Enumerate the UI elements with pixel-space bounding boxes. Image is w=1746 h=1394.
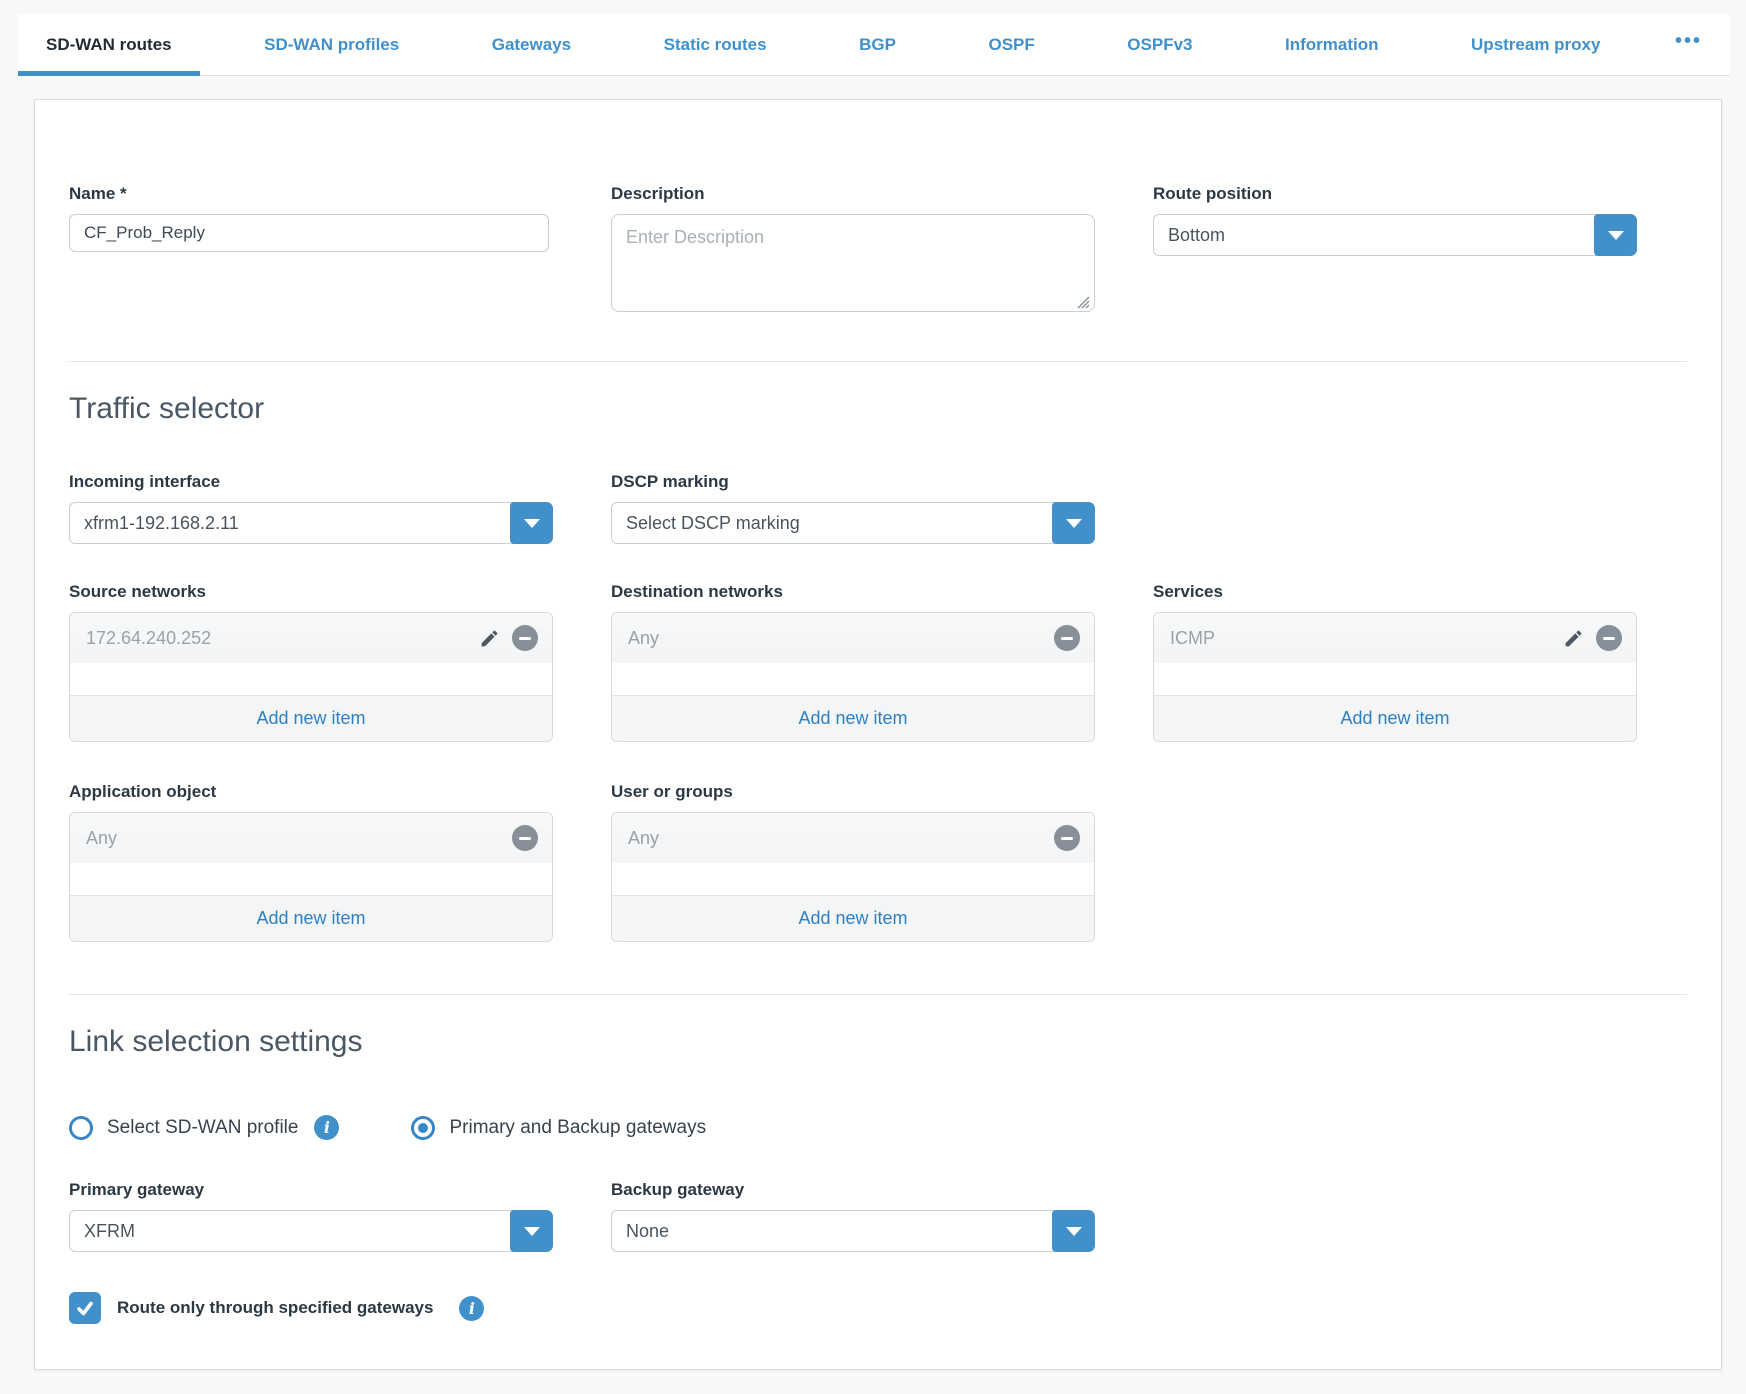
add-new-item-button[interactable]: Add new item	[1154, 695, 1636, 741]
radio-label: Primary and Backup gateways	[449, 1116, 707, 1138]
listbox-empty-area	[612, 863, 1094, 895]
description-label: Description	[611, 184, 705, 203]
list-item-text: Any	[628, 627, 660, 648]
tab-sd-wan-profiles[interactable]: SD-WAN profiles	[264, 34, 400, 54]
list-item-text: ICMP	[1170, 627, 1215, 648]
tab-ospf[interactable]: OSPF	[988, 34, 1035, 54]
traffic-selector-heading: Traffic selector	[69, 392, 265, 425]
add-new-item-button[interactable]: Add new item	[70, 695, 552, 741]
more-tabs-icon[interactable]: •••	[1674, 30, 1702, 52]
incoming-interface-select[interactable]: xfrm1-192.168.2.11	[69, 502, 553, 544]
section-divider	[69, 361, 1687, 362]
list-item: Any	[612, 613, 1094, 663]
radio-label: Select SD-WAN profile	[107, 1116, 299, 1138]
tab-bar: SD-WAN routes SD-WAN profiles Gateways S…	[18, 14, 1730, 76]
edit-icon[interactable]	[1563, 628, 1584, 649]
chevron-down-icon[interactable]	[1052, 1210, 1095, 1252]
remove-icon[interactable]	[512, 625, 538, 651]
user-or-groups-listbox: Any Add new item	[611, 812, 1095, 942]
source-networks-listbox: 172.64.240.252 Add new item	[69, 612, 553, 742]
tab-bgp[interactable]: BGP	[859, 34, 896, 54]
primary-gateway-select[interactable]: XFRM	[69, 1210, 553, 1252]
chevron-down-icon[interactable]	[1594, 214, 1637, 256]
incoming-interface-value: xfrm1-192.168.2.11	[84, 512, 239, 533]
dscp-marking-select[interactable]: Select DSCP marking	[611, 502, 1095, 544]
route-position-label: Route position	[1153, 184, 1272, 203]
name-input[interactable]	[69, 214, 549, 252]
listbox-empty-area	[612, 663, 1094, 695]
name-label: Name *	[69, 184, 127, 203]
tab-sd-wan-routes[interactable]: SD-WAN routes	[18, 14, 200, 76]
dscp-marking-value: Select DSCP marking	[626, 512, 800, 533]
list-item-text: Any	[86, 827, 118, 848]
chevron-down-icon[interactable]	[1052, 502, 1095, 544]
services-listbox: ICMP Add new item	[1153, 612, 1637, 742]
listbox-empty-area	[1154, 663, 1636, 695]
radio-primary-and-backup-gateways[interactable]: Primary and Backup gateways	[411, 1115, 707, 1140]
sd-wan-route-form-card: Name * Description Route position Bottom	[34, 99, 1722, 1370]
services-label: Services	[1153, 582, 1223, 601]
radio-button-icon[interactable]	[411, 1115, 436, 1140]
list-item-text: 172.64.240.252	[86, 627, 212, 648]
chevron-down-icon[interactable]	[510, 502, 553, 544]
add-new-item-button[interactable]: Add new item	[612, 895, 1094, 941]
tab-upstream-proxy[interactable]: Upstream proxy	[1471, 34, 1601, 54]
remove-icon[interactable]	[1054, 625, 1080, 651]
link-selection-heading: Link selection settings	[69, 1025, 363, 1058]
destination-networks-label: Destination networks	[611, 582, 783, 601]
remove-icon[interactable]	[1596, 625, 1622, 651]
list-item: 172.64.240.252	[70, 613, 552, 663]
remove-icon[interactable]	[1054, 825, 1080, 851]
resize-grip-icon[interactable]	[1074, 293, 1090, 309]
application-object-listbox: Any Add new item	[69, 812, 553, 942]
destination-networks-listbox: Any Add new item	[611, 612, 1095, 742]
user-or-groups-label: User or groups	[611, 782, 733, 801]
chevron-down-icon[interactable]	[510, 1210, 553, 1252]
route-position-select[interactable]: Bottom	[1153, 214, 1637, 256]
info-icon[interactable]: i	[459, 1295, 485, 1321]
info-icon[interactable]: i	[314, 1115, 340, 1140]
incoming-interface-label: Incoming interface	[69, 472, 221, 491]
tab-ospfv3[interactable]: OSPFv3	[1127, 34, 1193, 54]
description-textarea[interactable]	[611, 214, 1095, 312]
backup-gateway-select[interactable]: None	[611, 1210, 1095, 1252]
radio-button-icon[interactable]	[69, 1115, 93, 1140]
application-object-label: Application object	[69, 782, 217, 801]
add-new-item-button[interactable]: Add new item	[70, 895, 552, 941]
tab-static-routes[interactable]: Static routes	[663, 34, 767, 54]
tab-information[interactable]: Information	[1285, 34, 1379, 54]
list-item: Any	[612, 813, 1094, 863]
list-item: ICMP	[1154, 613, 1636, 663]
listbox-empty-area	[70, 863, 552, 895]
radio-select-sd-wan-profile[interactable]: Select SD-WAN profile i	[69, 1115, 340, 1140]
section-divider	[69, 994, 1687, 995]
backup-gateway-label: Backup gateway	[611, 1180, 745, 1199]
primary-gateway-value: XFRM	[84, 1220, 135, 1241]
source-networks-label: Source networks	[69, 582, 206, 601]
backup-gateway-value: None	[626, 1220, 670, 1241]
listbox-empty-area	[70, 663, 552, 695]
remove-icon[interactable]	[512, 825, 538, 851]
route-position-value: Bottom	[1168, 224, 1226, 245]
add-new-item-button[interactable]: Add new item	[612, 695, 1094, 741]
primary-gateway-label: Primary gateway	[69, 1180, 205, 1199]
dscp-marking-label: DSCP marking	[611, 472, 729, 491]
list-item: Any	[70, 813, 552, 863]
list-item-text: Any	[628, 827, 660, 848]
check-icon	[77, 1301, 93, 1316]
edit-icon[interactable]	[479, 628, 500, 649]
route-only-checkbox[interactable]	[69, 1292, 101, 1324]
tab-gateways[interactable]: Gateways	[491, 34, 572, 54]
route-only-checkbox-label: Route only through specified gateways	[117, 1298, 434, 1317]
